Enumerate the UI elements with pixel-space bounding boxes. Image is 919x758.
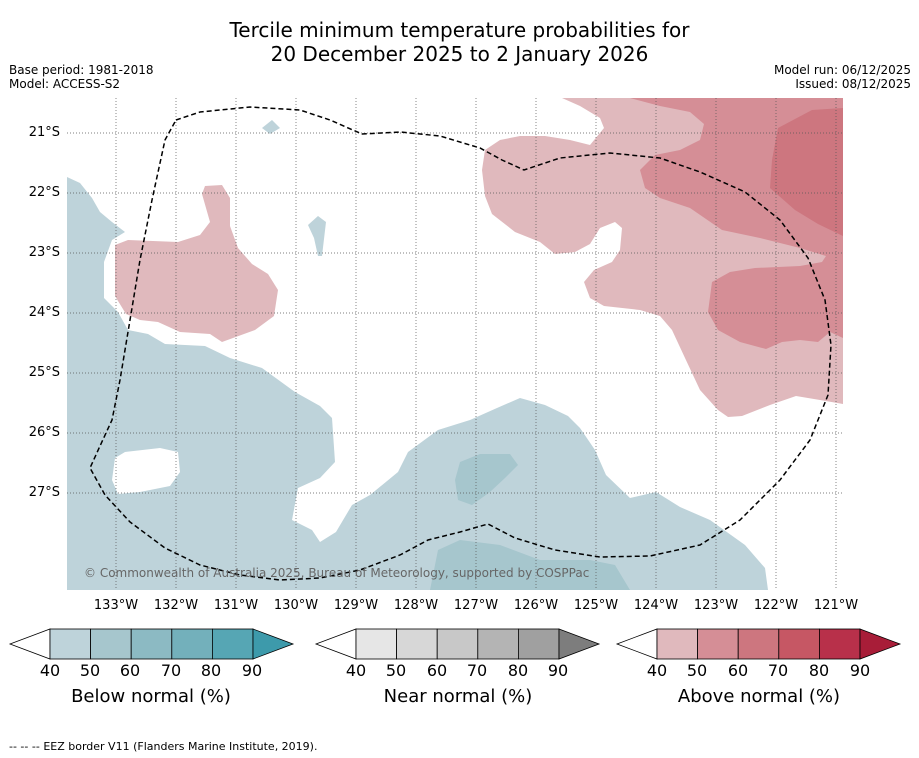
lon-label: 128°W [393, 598, 439, 613]
colorbar-tick: 70 [160, 661, 182, 680]
colorbar-tick: 50 [686, 661, 708, 680]
colorbar-segment [130, 628, 173, 660]
colorbar-segment [211, 628, 254, 660]
lon-label: 122°W [753, 598, 799, 613]
lat-label: 21°S [28, 125, 60, 140]
lat-label: 23°S [28, 245, 60, 260]
colorbar-1 [314, 628, 601, 660]
meta-right: Model run: 06/12/2025 Issued: 08/12/2025 [774, 63, 911, 91]
lon-label: 123°W [693, 598, 739, 613]
title-line-1: Tercile minimum temperature probabilitie… [229, 18, 690, 42]
colorbar-2 [615, 628, 902, 660]
below-normal-patch-1 [262, 120, 280, 134]
colorbar-segment [819, 628, 861, 660]
colorbar-tick: 80 [808, 661, 830, 680]
colorbar-segment [171, 628, 213, 660]
colorbar-segment [396, 628, 438, 660]
lon-label: 124°W [633, 598, 679, 613]
above-normal-west-region [115, 185, 278, 342]
lat-label: 24°S [28, 305, 60, 320]
lat-label: 25°S [28, 365, 60, 380]
map-title: Tercile minimum temperature probabilitie… [0, 18, 919, 66]
colorbar-0 [8, 628, 295, 660]
colorbar-segment [477, 628, 519, 660]
colorbar-segment [737, 628, 780, 660]
colorbar-label-below: Below normal (%) [71, 686, 231, 707]
colorbar-segment [436, 628, 479, 660]
title-line-2: 20 December 2025 to 2 January 2026 [270, 42, 649, 66]
lon-label: 125°W [573, 598, 619, 613]
gridlines [67, 98, 843, 590]
copyright-text: © Commonwealth of Australia 2025, Bureau… [84, 566, 589, 580]
colorbar-tick: 60 [727, 661, 749, 680]
below-normal-region [67, 177, 768, 590]
colorbar-extend-low [314, 628, 357, 660]
model-run: Model run: 06/12/2025 [773, 63, 911, 77]
below-normal-hole [112, 448, 180, 494]
colorbar-extend-low [8, 628, 51, 660]
below-normal-patch-2 [308, 216, 326, 256]
lon-label: 130°W [273, 598, 319, 613]
colorbar-extend-high [859, 628, 902, 660]
colorbar-tick: 60 [119, 661, 141, 680]
colorbar-extend-low [615, 628, 658, 660]
colorbar-tick: 50 [79, 661, 101, 680]
colorbar-tick: 90 [849, 661, 871, 680]
below-normal-patch-3 [110, 380, 128, 390]
colorbar-segment [656, 628, 698, 660]
below-normal-strong [455, 454, 518, 505]
lon-label: 127°W [453, 598, 499, 613]
eez-legend-text: EEZ border V11 (Flanders Marine Institut… [43, 740, 318, 753]
below-normal-south [430, 540, 630, 590]
colorbar-segment [49, 628, 91, 660]
eez-legend: -- -- -- EEZ border V11 (Flanders Marine… [9, 740, 317, 753]
colorbar-label-above: Above normal (%) [677, 686, 841, 707]
colorbar-tick: 50 [385, 661, 407, 680]
colorbar-tick: 40 [39, 661, 61, 680]
colorbar-extend-high [252, 628, 295, 660]
lon-label: 132°W [153, 598, 199, 613]
issued-date: Issued: 08/12/2025 [795, 77, 911, 91]
colorbar-tick: 40 [345, 661, 367, 680]
meta-left: Base period: 1981-2018 Model: ACCESS-S2 [9, 63, 154, 91]
colorbar-segment [518, 628, 560, 660]
colorbar-segment [90, 628, 132, 660]
above-normal-strong-region [770, 108, 843, 236]
lat-label: 26°S [28, 425, 60, 440]
colorbar-tick: 40 [646, 661, 668, 680]
lat-label: 27°S [28, 485, 60, 500]
lat-label: 22°S [28, 185, 60, 200]
colorbar-label-near: Near normal (%) [383, 686, 533, 707]
colorbar-segment [697, 628, 739, 660]
base-period: Base period: 1981-2018 [9, 63, 154, 77]
lon-label: 129°W [333, 598, 379, 613]
colorbar-tick: 80 [507, 661, 529, 680]
colorbar-segment [778, 628, 820, 660]
colorbar-tick: 60 [426, 661, 448, 680]
lon-label: 131°W [213, 598, 259, 613]
model-name: Model: ACCESS-S2 [9, 77, 121, 91]
colorbar-tick: 90 [241, 661, 263, 680]
white-gap-north [566, 116, 582, 128]
eez-border [89, 106, 832, 581]
lon-label: 126°W [513, 598, 559, 613]
colorbar-tick: 70 [466, 661, 488, 680]
lon-label: 133°W [93, 598, 139, 613]
colorbar-extend-high [558, 628, 601, 660]
colorbar-tick: 90 [547, 661, 569, 680]
colorbar-segment [355, 628, 397, 660]
probability-fields [67, 98, 843, 590]
colorbars [8, 628, 902, 660]
colorbar-tick: 80 [200, 661, 222, 680]
eez-legend-dash: -- -- -- [9, 740, 40, 753]
lon-label: 121°W [813, 598, 859, 613]
colorbar-tick: 70 [767, 661, 789, 680]
